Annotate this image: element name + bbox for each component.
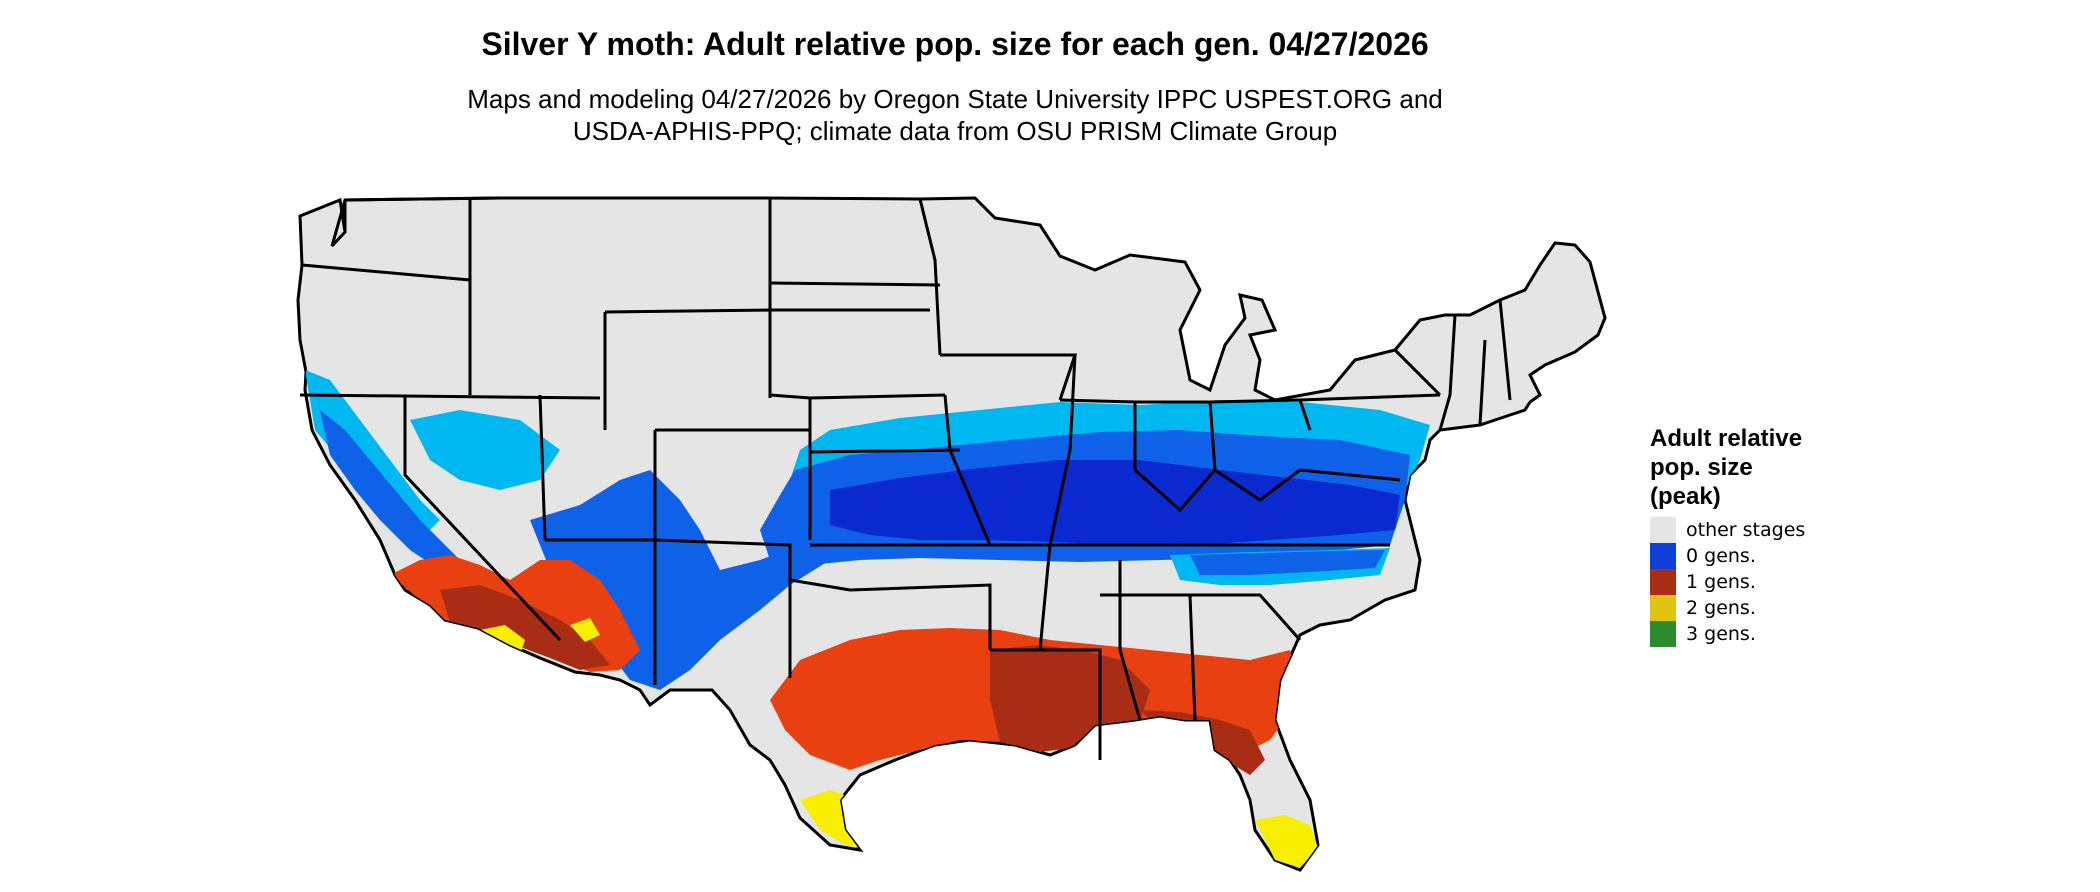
legend-swatch — [1650, 595, 1676, 621]
legend-swatch — [1650, 621, 1676, 647]
zone-dark-red-west — [440, 585, 610, 670]
legend-item-3-gens: 3 gens. — [1650, 621, 1910, 647]
legend-swatch — [1650, 517, 1676, 543]
legend-item-other-stages: other stages — [1650, 517, 1910, 543]
zone-mid-blue-west — [320, 410, 460, 570]
map-subtitle-line-1: Maps and modeling 04/27/2026 by Oregon S… — [467, 84, 1443, 114]
zone-yellow-florida — [1255, 815, 1318, 868]
legend: Adult relative pop. size (peak) other st… — [1650, 424, 1910, 647]
zone-mid-blue-tn — [1190, 550, 1385, 575]
map-title: Silver Y moth: Adult relative pop. size … — [481, 26, 1429, 62]
state-borders — [299, 196, 1512, 760]
legend-swatch — [1650, 569, 1676, 595]
zone-light-blue-nevada — [410, 410, 560, 490]
legend-item-1-gens: 1 gens. — [1650, 569, 1910, 595]
generation-zones — [305, 370, 1430, 868]
zone-light-blue-west — [305, 370, 440, 540]
zone-yellow-desert — [570, 618, 600, 642]
zone-dark-blue-central — [830, 460, 1400, 545]
legend-item-2-gens: 2 gens. — [1650, 595, 1910, 621]
legend-title: Adult relative pop. size (peak) — [1650, 425, 1803, 510]
map-subtitle-line-2: USDA-APHIS-PPQ; climate data from OSU PR… — [572, 116, 1338, 146]
legend-item-0-gens: 0 gens. — [1650, 543, 1910, 569]
legend-swatch — [1650, 543, 1676, 569]
